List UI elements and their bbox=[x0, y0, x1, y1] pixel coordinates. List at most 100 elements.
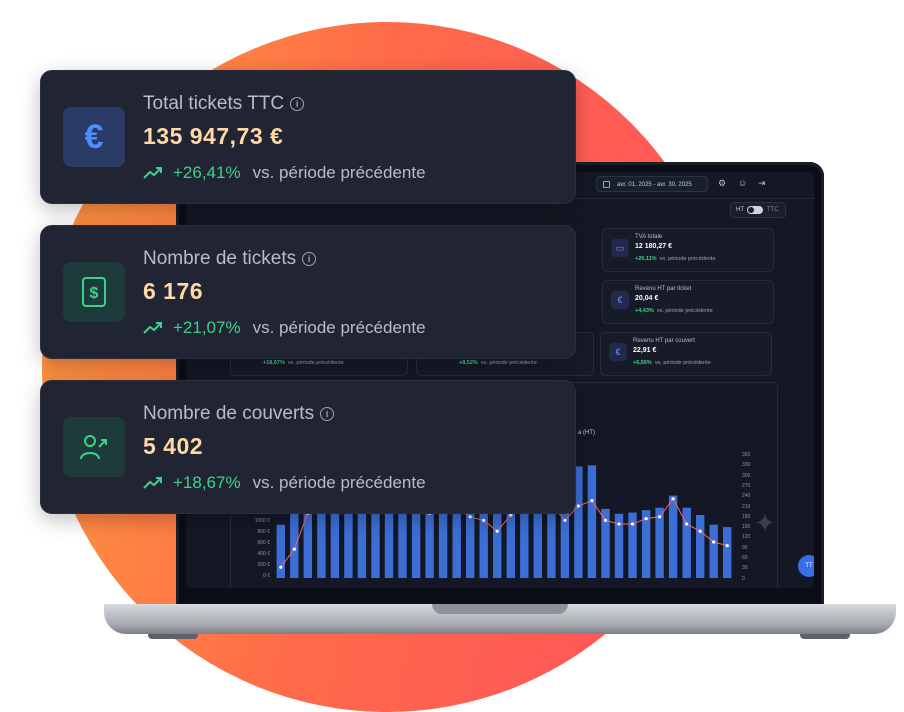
mini-card-revenu-couvert: € Revenu HT par couvert 22,91 € +6,56% vs… bbox=[600, 332, 772, 376]
chart-bar bbox=[696, 515, 705, 578]
chart-bar bbox=[303, 476, 312, 578]
chart-title: a (HT) bbox=[578, 430, 595, 436]
chart-point bbox=[644, 517, 648, 521]
chart-point bbox=[630, 522, 635, 526]
toggle-switch[interactable] bbox=[747, 206, 763, 214]
floating-action-button[interactable]: TT bbox=[798, 555, 814, 577]
chart-bar bbox=[479, 467, 488, 579]
chart-point bbox=[495, 529, 499, 533]
trend-up-icon bbox=[143, 167, 162, 179]
left-axis-tick: 600 € bbox=[257, 540, 270, 546]
right-axis-tick: 60 bbox=[742, 555, 748, 561]
chart-bar bbox=[425, 467, 434, 578]
chart-bar bbox=[438, 467, 448, 579]
chart-bar bbox=[371, 469, 380, 578]
chart-point bbox=[712, 540, 716, 544]
chart-point bbox=[698, 529, 702, 533]
kpi-value: 5 402 bbox=[143, 433, 204, 459]
chart-point bbox=[685, 522, 689, 526]
mini-card-title: Revenu HT par couvert bbox=[633, 338, 695, 344]
right-axis-tick: 350 bbox=[742, 452, 751, 458]
laptop-foot bbox=[800, 634, 850, 639]
chart-bar bbox=[601, 508, 610, 578]
calendar-icon bbox=[603, 181, 610, 188]
chart-bar bbox=[628, 512, 637, 578]
chart-bar bbox=[317, 471, 326, 578]
mini-card-title: Revenu HT par ticket bbox=[635, 286, 692, 292]
user-icon[interactable]: ☺ bbox=[738, 178, 748, 188]
kpi-title: Nombre de couverts i bbox=[143, 403, 335, 425]
info-icon[interactable]: i bbox=[302, 252, 317, 266]
ht-ttc-toggle[interactable]: HT TTC bbox=[730, 202, 786, 218]
right-axis-tick: 0 bbox=[742, 575, 745, 582]
chart-bar bbox=[411, 466, 421, 578]
logout-icon[interactable]: ⇥ bbox=[758, 178, 766, 188]
chart-point bbox=[482, 518, 486, 522]
right-axis-tick: 180 bbox=[742, 513, 751, 520]
sparkle-icon: ✦ bbox=[754, 508, 776, 538]
mini-card-trend: +26,11% vs. période précédente bbox=[635, 256, 716, 262]
chart-bar bbox=[574, 466, 583, 578]
filter-icon[interactable]: ⚙ bbox=[718, 178, 727, 188]
chart-bar bbox=[398, 468, 407, 578]
chart-point bbox=[617, 522, 621, 526]
kpi-trend: +26,41% vs. période précédente bbox=[143, 163, 426, 183]
kpi-value: 6 176 bbox=[143, 278, 204, 304]
chart-bar bbox=[655, 507, 664, 578]
chart-bar bbox=[506, 467, 515, 578]
info-icon[interactable]: i bbox=[320, 407, 335, 421]
chart-bar bbox=[641, 510, 651, 578]
mini-card-trend: +8,52% vs. période précédente bbox=[459, 360, 537, 366]
left-axis-tick: 200 € bbox=[257, 562, 270, 568]
chart-bar bbox=[547, 468, 556, 578]
chart-bar bbox=[344, 466, 353, 578]
chart-point bbox=[509, 513, 513, 517]
kpi-trend: +18,67% vs. période précédente bbox=[143, 473, 426, 493]
chart-point bbox=[603, 518, 608, 522]
chart-bar bbox=[533, 469, 542, 578]
chart-bar bbox=[723, 527, 732, 578]
kpi-trend: +21,07% vs. période précédente bbox=[143, 318, 426, 338]
kpi-value: 135 947,73 € bbox=[143, 123, 284, 149]
chart-bar bbox=[520, 467, 529, 579]
date-range-text: avr. 01, 2025 - avr. 30, 2025 bbox=[617, 182, 692, 188]
right-axis-tick: 210 bbox=[742, 503, 751, 510]
chart-point bbox=[292, 547, 296, 551]
laptop-foot bbox=[148, 634, 198, 639]
mini-card-title: TVA totale bbox=[635, 234, 663, 240]
left-axis-tick: 0 € bbox=[263, 573, 270, 579]
mini-card-trend: +18,67% vs. période précédente bbox=[263, 360, 344, 366]
chart-bar bbox=[357, 467, 367, 579]
chart-bar bbox=[384, 469, 394, 578]
chart-bar bbox=[614, 513, 624, 578]
left-axis-tick: 1000 € bbox=[254, 518, 270, 524]
card-icon: ▭ bbox=[611, 239, 629, 257]
right-axis-tick: 240 bbox=[742, 493, 751, 500]
chart-bar bbox=[466, 468, 475, 578]
right-axis-tick: 90 bbox=[742, 544, 748, 551]
chart-point bbox=[671, 497, 675, 501]
trend-up-icon bbox=[143, 477, 162, 489]
chart-bar bbox=[587, 465, 597, 578]
chart-bar bbox=[276, 524, 285, 578]
left-axis-tick: 400 € bbox=[257, 551, 270, 557]
info-icon[interactable]: i bbox=[290, 97, 305, 111]
chart-point bbox=[279, 565, 283, 569]
mini-card-trend: +6,56% vs. période précédente bbox=[633, 360, 711, 366]
toggle-ht-label: HT bbox=[736, 207, 744, 213]
chart-bar bbox=[668, 495, 678, 578]
chart-point bbox=[658, 515, 662, 519]
euro-icon: € bbox=[609, 343, 627, 361]
mini-card-tva: ▭ TVA totale 12 180,27 € +26,11% vs. péri… bbox=[602, 228, 774, 272]
euro-icon: € bbox=[611, 291, 629, 309]
mini-card-trend: +4,43% vs. période précédente bbox=[635, 308, 713, 314]
date-range-picker[interactable]: avr. 01, 2025 - avr. 30, 2025 bbox=[596, 176, 708, 192]
kpi-title: Nombre de tickets i bbox=[143, 248, 317, 270]
kpi-card-nombre-couverts: Nombre de couverts i 5 402 +18,67% vs. pér… bbox=[40, 380, 576, 514]
right-axis-tick: 330 bbox=[742, 462, 751, 469]
kpi-card-nombre-tickets: $ Nombre de tickets i 6 176 +21,07% vs. pé… bbox=[40, 225, 576, 359]
chart-point bbox=[468, 515, 472, 519]
euro-icon: € bbox=[63, 107, 125, 167]
right-axis-tick: 30 bbox=[742, 565, 748, 572]
mini-card-revenu-ticket: € Revenu HT par ticket 20,04 € +4,43% vs.… bbox=[602, 280, 774, 324]
